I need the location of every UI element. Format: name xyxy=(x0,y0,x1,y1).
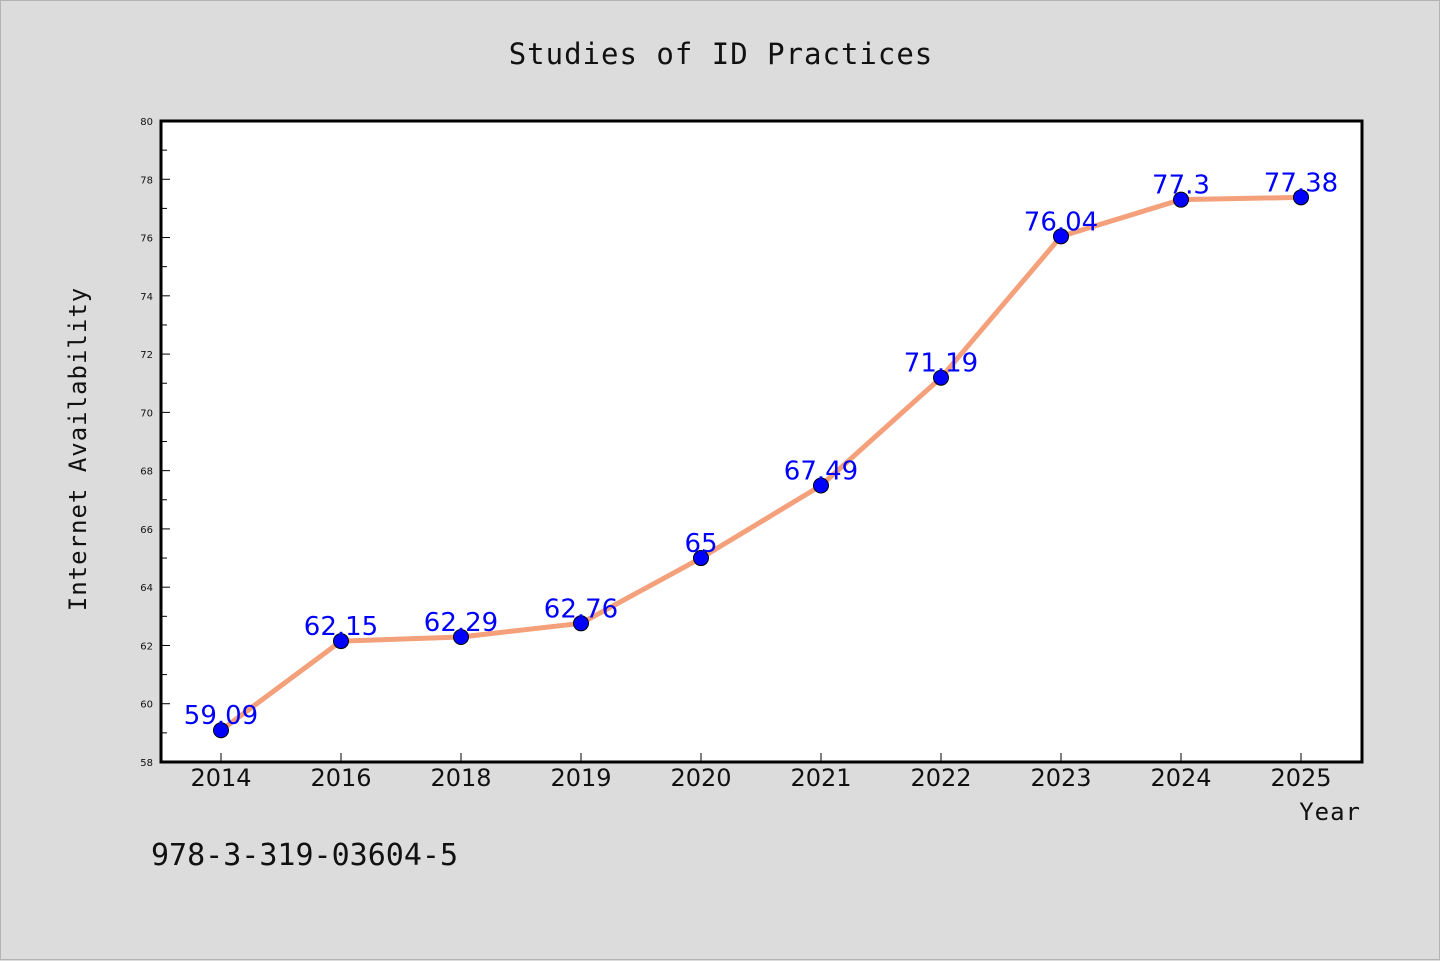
y-axis: 58 60 62 64 66 68 70 72 74 76 78 80 xyxy=(140,117,170,769)
data-label: 77.38 xyxy=(1264,168,1338,198)
y-tick-label: 78 xyxy=(140,175,153,186)
y-axis-label: Internet Availability xyxy=(64,287,92,611)
data-point-marker xyxy=(213,722,229,739)
markers-group xyxy=(213,189,1309,739)
data-point-marker xyxy=(333,633,349,650)
x-tick-label: 2023 xyxy=(1030,764,1091,792)
data-label: 62.15 xyxy=(304,612,378,642)
y-tick-label: 62 xyxy=(140,641,153,652)
x-tick-label: 2020 xyxy=(670,764,731,792)
data-label: 77.3 xyxy=(1152,171,1210,201)
y-tick-label: 74 xyxy=(140,292,153,303)
x-axis-label: Year xyxy=(1299,798,1361,826)
y-tick-label: 80 xyxy=(140,117,153,128)
data-label: 65 xyxy=(684,529,717,559)
x-tick-label: 2022 xyxy=(910,764,971,792)
x-tick-label: 2025 xyxy=(1270,764,1331,792)
data-point-marker xyxy=(1053,228,1069,245)
y-tick-label: 66 xyxy=(140,525,153,536)
data-point-marker xyxy=(573,615,589,632)
data-label: 67.49 xyxy=(784,456,858,486)
data-point-marker xyxy=(813,477,829,494)
data-label: 76.04 xyxy=(1024,207,1098,237)
data-label: 62.76 xyxy=(544,594,618,624)
x-tick-label: 2024 xyxy=(1150,764,1211,792)
data-labels-group: 59.09 62.15 62.29 62.76 65 67.49 71.19 76.04 77.… xyxy=(184,168,1338,731)
y-tick-label: 76 xyxy=(140,234,153,245)
data-point-marker xyxy=(1293,189,1309,206)
chart-title: Studies of ID Practices xyxy=(509,37,934,71)
data-point-marker xyxy=(453,629,469,646)
series-line xyxy=(218,194,1304,733)
series-line-group xyxy=(218,194,1304,733)
x-axis: 2014 2016 2018 2019 2020 2021 2022 2023 2024 2025 xyxy=(190,753,1332,792)
data-label: 59.09 xyxy=(184,701,258,731)
y-tick-label: 64 xyxy=(140,583,153,594)
data-label: 71.19 xyxy=(904,349,978,379)
x-tick-label: 2019 xyxy=(550,764,611,792)
y-tick-label: 70 xyxy=(140,408,153,419)
data-point-marker xyxy=(933,369,949,386)
data-point-marker xyxy=(693,550,709,567)
y-tick-label: 60 xyxy=(140,700,153,711)
x-tick-label: 2018 xyxy=(430,764,491,792)
data-label: 62.29 xyxy=(424,608,498,638)
y-tick-label: 72 xyxy=(140,350,153,361)
plot-area xyxy=(159,119,1364,764)
isbn-text: 978-3-319-03604-5 xyxy=(151,838,458,873)
data-point-marker xyxy=(1173,191,1189,208)
x-tick-label: 2021 xyxy=(790,764,851,792)
x-tick-label: 2016 xyxy=(310,764,371,792)
y-tick-label: 68 xyxy=(140,467,153,478)
x-tick-label: 2014 xyxy=(190,764,251,792)
y-tick-label: 58 xyxy=(140,758,153,769)
